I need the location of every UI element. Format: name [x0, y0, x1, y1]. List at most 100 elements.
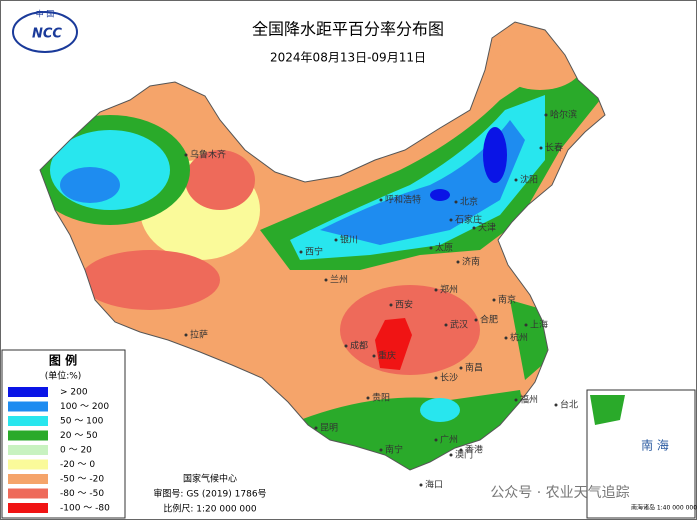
inset-land	[590, 395, 625, 425]
city-label: 台北	[560, 399, 578, 411]
inset: 南 海 南海诸岛 1:40 000 000	[586, 389, 697, 519]
city-dot	[372, 354, 376, 358]
city-dot	[429, 246, 433, 250]
city-dot	[299, 250, 303, 254]
city-dot	[454, 200, 458, 204]
city-label: 南京	[498, 294, 516, 306]
city-label: 香港	[465, 444, 483, 456]
city-dot	[434, 288, 438, 292]
city-label: 武汉	[450, 319, 468, 331]
city-dot	[492, 298, 496, 302]
city-label: 沈阳	[520, 174, 538, 186]
city-label: 昆明	[320, 423, 338, 434]
city-label: 澳门	[455, 449, 473, 461]
city-label: 长春	[545, 142, 563, 154]
city-dot	[514, 398, 518, 402]
city-dot	[434, 376, 438, 380]
legend-swatch	[8, 387, 48, 397]
city-dot	[389, 303, 393, 307]
footer-approval: 审图号: GS (2019) 1786号	[153, 488, 266, 500]
logo: 中 国 NCC	[12, 9, 78, 53]
city-label: 西宁	[305, 246, 323, 258]
city-label: 福州	[520, 394, 538, 406]
city-dot	[524, 323, 528, 327]
inset-label: 南 海	[641, 438, 669, 453]
city-dot	[504, 336, 508, 340]
city-label: 贵阳	[372, 392, 390, 404]
city-dot	[539, 146, 543, 150]
legend-swatch	[8, 474, 48, 484]
city-label: 呼和浩特	[385, 194, 421, 206]
city-dot	[379, 198, 383, 202]
city-dot	[184, 333, 188, 337]
city-dot	[334, 238, 338, 242]
footer-scale: 比例尺: 1:20 000 000	[163, 503, 256, 515]
city-dot	[456, 260, 460, 264]
legend-label: -100 ～ -80	[60, 504, 110, 514]
city-label: 上海	[530, 319, 548, 331]
legend-swatch	[8, 445, 48, 455]
city-dot	[449, 218, 453, 222]
city-label: 杭州	[510, 332, 528, 344]
city-label: 兰州	[330, 274, 348, 286]
legend: 图 例 (单位:%) > 200 100 ～ 200 50 ～ 100 20 ～ 50…	[1, 349, 126, 519]
subtitle: 2024年08月13日-09月11日	[270, 51, 426, 65]
city-label: 拉萨	[190, 329, 208, 341]
legend-unit: (单位:%)	[45, 370, 82, 382]
city-label: 郑州	[440, 284, 458, 296]
legend-label: 100 ～ 200	[60, 402, 109, 412]
city-dot	[474, 318, 478, 322]
city-dot	[544, 113, 548, 117]
city-label: 西安	[395, 299, 413, 311]
city-label: 重庆	[378, 350, 396, 362]
legend-label: -80 ～ -50	[60, 489, 104, 499]
city-label: 合肥	[480, 314, 498, 326]
city-label: 成都	[350, 340, 368, 352]
city-label: 哈尔滨	[550, 109, 577, 121]
city-dot	[434, 438, 438, 442]
city-dot	[459, 448, 463, 452]
city-label: 乌鲁木齐	[190, 149, 226, 161]
city-label: 太原	[435, 242, 453, 254]
legend-swatch	[8, 503, 48, 513]
city-dot	[459, 366, 463, 370]
legend-swatch	[8, 459, 48, 470]
legend-label: 0 ～ 20	[60, 446, 92, 456]
legend-label: 20 ～ 50	[60, 431, 98, 441]
legend-swatch	[8, 401, 48, 412]
city-dot	[419, 483, 423, 487]
city-label: 海口	[425, 479, 443, 491]
legend-label: 50 ～ 100	[60, 417, 104, 427]
city-dot	[472, 226, 476, 230]
city-dot	[514, 178, 518, 182]
footer-org: 国家气候中心	[183, 473, 237, 485]
legend-title: 图 例	[49, 353, 77, 368]
title: 全国降水距平百分率分布图	[252, 20, 444, 39]
logo-top: 中 国	[36, 9, 55, 19]
city-label: 北京	[460, 196, 478, 208]
city-dot	[366, 396, 370, 400]
city-label: 长沙	[440, 372, 458, 384]
city-dot	[344, 344, 348, 348]
city-dot	[324, 278, 328, 282]
legend-label: -20 ～ 0	[60, 460, 95, 470]
city-label: 银川	[340, 234, 358, 246]
legend-swatch	[8, 430, 48, 441]
city-dot	[184, 153, 188, 157]
city-dot	[314, 426, 318, 430]
city-label: 石家庄	[455, 214, 482, 226]
city-label: 南昌	[465, 362, 483, 374]
city-dot	[379, 448, 383, 452]
city-label: 天津	[478, 223, 496, 234]
city-dot	[444, 323, 448, 327]
logo-text: NCC	[32, 27, 62, 42]
city-label: 南宁	[385, 444, 403, 456]
legend-swatch	[8, 416, 48, 426]
legend-swatch	[8, 488, 48, 499]
legend-label: > 200	[60, 388, 88, 398]
city-dot	[449, 453, 453, 457]
inset-scale: 南海诸岛 1:40 000 000	[631, 504, 697, 512]
city-label: 济南	[462, 256, 480, 268]
legend-label: -50 ～ -20	[60, 475, 104, 485]
